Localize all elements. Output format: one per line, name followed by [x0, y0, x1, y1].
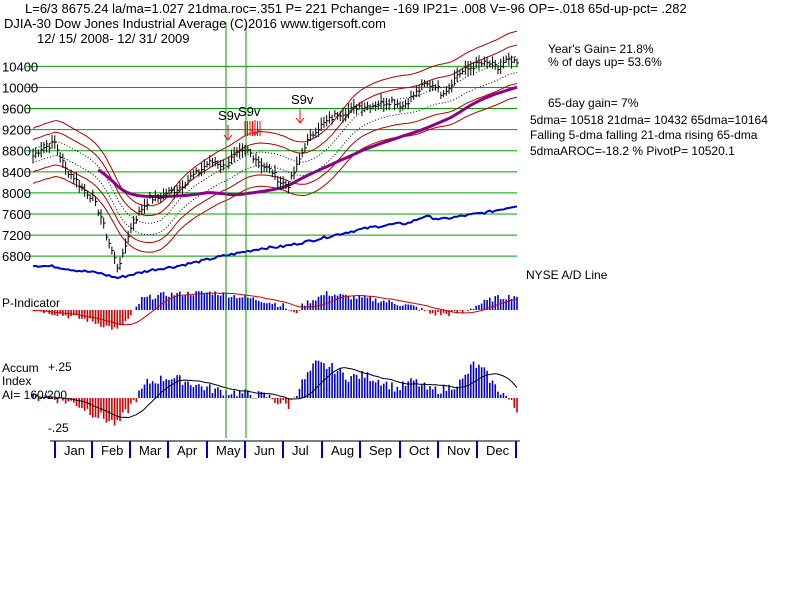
days-up: % of days up= 53.6% [548, 55, 662, 69]
sell-signal-label: S9v [218, 108, 241, 123]
dma-values: 5dma= 10518 21dma= 10432 65dma=10164 [530, 113, 768, 127]
y-tick-10000: 10000 [2, 80, 38, 95]
header-line-1: L=6/3 8675.24 la/ma=1.027 21dma.roc=.351… [25, 1, 687, 16]
y-tick-8400: 8400 [2, 165, 31, 180]
month-label-dec: Dec [486, 443, 510, 458]
y-tick-10400: 10400 [2, 59, 38, 74]
month-label-mar: Mar [139, 443, 162, 458]
p-indicator-histogram [32, 291, 518, 330]
month-label-sep: Sep [369, 443, 392, 458]
sell-signal-label: S9v [291, 92, 314, 107]
month-label-feb: Feb [101, 443, 123, 458]
gain-65: 65-day gain= 7% [548, 96, 639, 110]
month-label-jun: Jun [254, 443, 275, 458]
price-envelope-bands [32, 30, 518, 253]
ma65-path [97, 85, 518, 199]
nyse-ad-label: NYSE A/D Line [526, 268, 608, 282]
accum-top-tick: +.25 [48, 360, 72, 374]
ai-label: AI= 160/200 [2, 388, 67, 402]
trend-text: Falling 5-dma falling 21-dma rising 65-d… [530, 128, 758, 142]
month-label-aug: Aug [331, 443, 354, 458]
price-y-tick-labels: 10400 10000 9600 9200 8800 8400 8000 7600 7200 68… [2, 59, 38, 264]
accum-ma-line [32, 367, 518, 419]
sell-signal-label: S9v [238, 104, 261, 119]
month-label-may: May [216, 443, 241, 458]
aroc-pivot: 5dmaAROC=-18.2 % PivotP= 10520.1 [530, 144, 735, 158]
p-indicator-ma-line [33, 292, 518, 326]
band-line-2 [32, 30, 518, 207]
ma65-line [97, 85, 518, 199]
month-label-jul: Jul [292, 443, 309, 458]
month-label-nov: Nov [447, 443, 471, 458]
band-line-4 [32, 55, 518, 224]
accum-bottom-tick: -.25 [48, 421, 69, 435]
ad-line-path [32, 205, 518, 280]
sell-arrow-head [295, 117, 305, 124]
signal-vertical-lines [225, 22, 247, 438]
y-tick-7200: 7200 [2, 228, 31, 243]
price-bars [32, 52, 519, 273]
nyse-ad-line [32, 205, 518, 280]
y-tick-7600: 7600 [2, 207, 31, 222]
accum-label: Accum [2, 361, 39, 375]
y-tick-6800: 6800 [2, 249, 31, 264]
header-line-3: 12/ 15/ 2008- 12/ 31/ 2009 [37, 31, 190, 46]
month-label-jan: Jan [64, 443, 85, 458]
month-label-apr: Apr [177, 443, 198, 458]
month-axis: Jan Feb Mar Apr May Jun Jul Aug Sep Oct Nov Dec [50, 440, 520, 458]
index-label: Index [2, 374, 31, 388]
accum-index-histogram [32, 360, 518, 426]
header-line-2: DJIA-30 Dow Jones Industrial Average (C)… [4, 16, 386, 31]
y-tick-8000: 8000 [2, 186, 31, 201]
y-tick-9200: 9200 [2, 123, 31, 138]
p-indicator-label: P-Indicator [2, 296, 60, 310]
sell-arrow-head [223, 134, 233, 141]
years-gain: Year's Gain= 21.8% [548, 42, 654, 56]
y-tick-8800: 8800 [2, 144, 31, 159]
y-tick-9600: 9600 [2, 102, 31, 117]
month-label-oct: Oct [409, 443, 430, 458]
